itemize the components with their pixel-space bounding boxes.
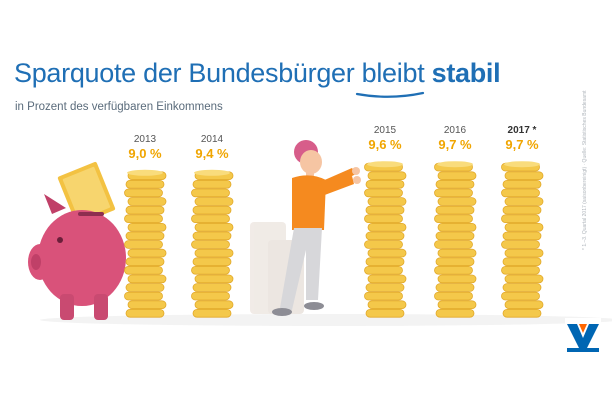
- banknote-icon: [57, 161, 116, 225]
- year-label-2016: 2016: [444, 125, 467, 136]
- value-label-2016: 9,7 %: [438, 137, 472, 152]
- volksbank-raiffeisenbank-logo: [565, 318, 601, 354]
- year-label-2015: 2015: [374, 125, 397, 136]
- chart-subtitle: in Prozent des verfügbaren Einkommens: [15, 101, 223, 113]
- value-label-2015: 9,6 %: [368, 137, 402, 152]
- year-label-2017: 2017 *: [508, 125, 537, 136]
- value-labels: 9,0 % 9,4 % 9,6 % 9,7 % 9,7 %: [128, 137, 539, 161]
- person-shirt: [292, 175, 326, 230]
- coin-stack-2015: [364, 161, 407, 318]
- title-accent: stabil: [431, 58, 501, 88]
- piggy-bank-illustration: [28, 161, 126, 320]
- value-label-2017: 9,7 %: [505, 137, 539, 152]
- source-note: * 1.–3. Quartal 2017 (saisonbereinigt) ·…: [582, 90, 588, 250]
- coin-stack-2014: [191, 169, 234, 318]
- person-face: [300, 150, 322, 174]
- coin-stacks: [124, 161, 544, 318]
- chart-title: Sparquote der Bundesbürger bleibt stabil: [14, 58, 501, 89]
- year-label-2013: 2013: [134, 134, 157, 145]
- title-underline-swoosh: [355, 91, 425, 98]
- year-label-2014: 2014: [201, 134, 224, 145]
- coin-stack-2013: [124, 169, 167, 318]
- year-labels: 2013 2014 2015 2016 2017 *: [134, 125, 537, 145]
- title-main: Sparquote der Bundesbürger bleibt: [14, 58, 425, 88]
- coin-stack-2016: [434, 161, 477, 318]
- coin-stack-2017: [501, 161, 544, 318]
- person-illustration: [272, 140, 361, 316]
- person-trousers: [280, 228, 322, 310]
- value-label-2013: 9,0 %: [128, 146, 162, 161]
- value-label-2014: 9,4 %: [195, 146, 229, 161]
